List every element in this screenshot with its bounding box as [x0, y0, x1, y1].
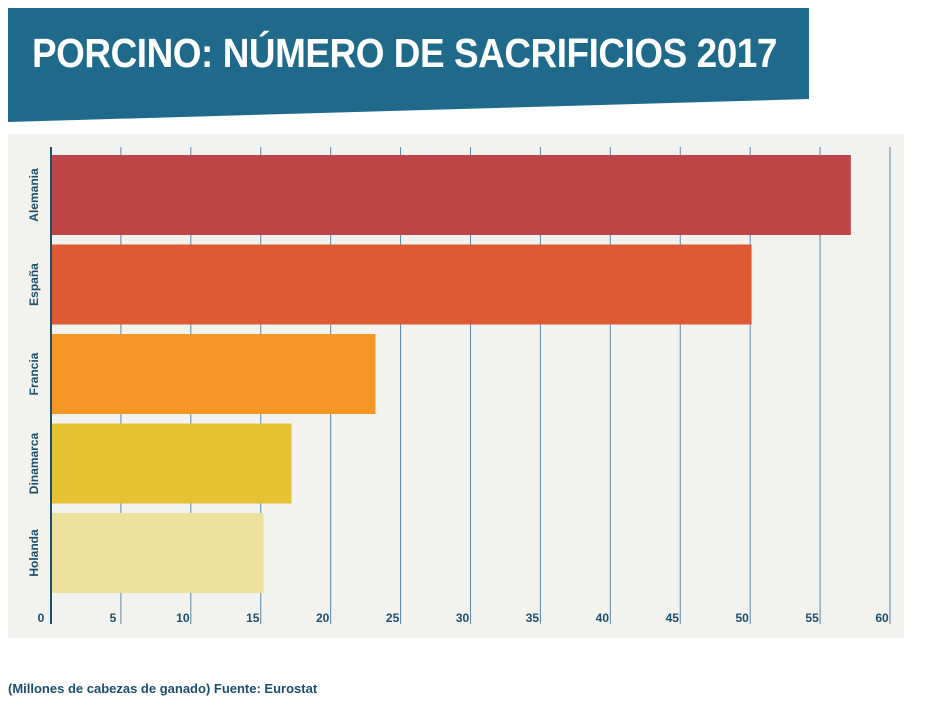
title-banner: [8, 8, 809, 122]
title-banner-shape: [8, 8, 809, 122]
x-tick-label-10: 10: [176, 611, 190, 625]
x-tick-label-50: 50: [735, 611, 749, 625]
x-tick-label-5: 5: [110, 611, 117, 625]
bar-alemania: [52, 155, 851, 235]
x-tick-label-25: 25: [386, 611, 400, 625]
category-label-francia: Francia: [27, 352, 41, 395]
x-tick-label-20: 20: [316, 611, 330, 625]
x-tick-label-55: 55: [805, 611, 819, 625]
category-label-alemania: Alemania: [27, 168, 41, 222]
bar-españa: [52, 244, 752, 325]
x-tick-label-30: 30: [456, 611, 470, 625]
category-label-holanda: Holanda: [27, 529, 41, 577]
x-tick-label-0: 0: [38, 611, 45, 625]
chart-title: PORCINO: NÚMERO DE SACRIFICIOS 2017: [32, 30, 777, 76]
x-tick-label-35: 35: [526, 611, 540, 625]
x-tick-label-60: 60: [875, 611, 889, 625]
source-note: (Millones de cabezas de ganado) Fuente: …: [8, 681, 318, 696]
plot-area: Alemania España Francia Dinamarca Holanda 0 5 1…: [8, 134, 904, 638]
category-label-dinamarca: Dinamarca: [27, 432, 41, 494]
category-label-españa: España: [27, 263, 41, 306]
x-tick-label-45: 45: [666, 611, 680, 625]
bar-francia: [52, 334, 376, 414]
x-tick-label-40: 40: [596, 611, 610, 625]
bar-dinamarca: [52, 423, 292, 504]
bar-holanda: [52, 513, 264, 593]
bar-chart: Alemania España Francia Dinamarca Holanda 0 5 1…: [27, 147, 891, 625]
x-tick-label-15: 15: [246, 611, 260, 625]
